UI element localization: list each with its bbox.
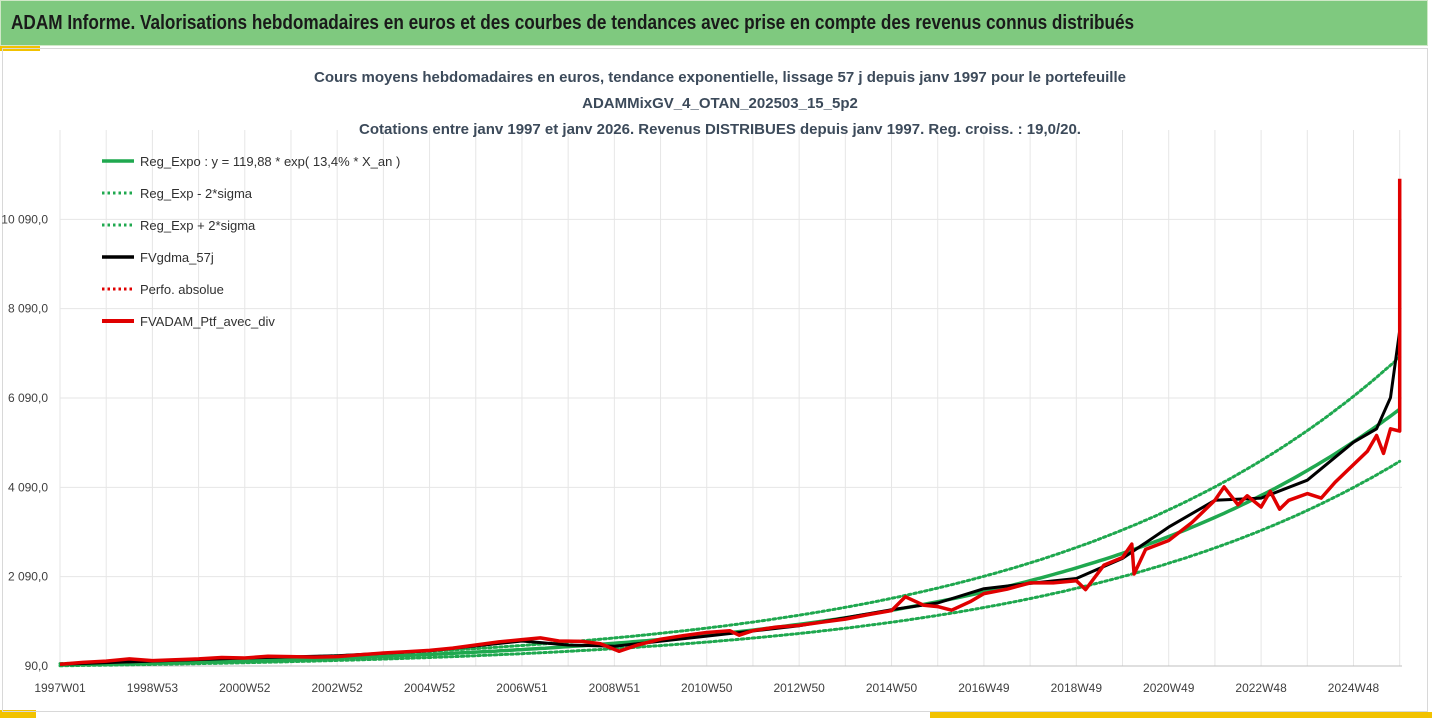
x-tick-label: 2008W51 <box>589 681 641 695</box>
chart-title-line-1: Cours moyens hebdomadaires en euros, ten… <box>314 69 1126 86</box>
x-tick-label: 2000W52 <box>219 681 271 695</box>
grid-layer <box>59 130 1402 667</box>
header-title: ADAM Informe. Valorisations hebdomadaire… <box>11 12 1135 34</box>
x-tick-label: 2024W48 <box>1328 681 1380 695</box>
y-tick-label: 4 090,0 <box>8 480 48 494</box>
series-layer <box>58 178 1402 668</box>
x-tick-label: 2014W50 <box>866 681 918 695</box>
header-bar: ADAM Informe. Valorisations hebdomadaire… <box>0 0 1428 46</box>
legend-label-reg-expo: Reg_Expo : y = 119,88 * exp( 13,4% * X_a… <box>140 154 400 169</box>
series-fvadam-ptf-avec-div <box>59 178 1402 666</box>
chart-frame <box>2 48 1428 712</box>
y-tick-label: 2 090,0 <box>8 570 48 584</box>
x-tick-label: 2020W49 <box>1143 681 1195 695</box>
x-tick-label: 2004W52 <box>404 681 456 695</box>
x-tick-label: 2002W52 <box>311 681 363 695</box>
x-tick-label: 2022W48 <box>1235 681 1287 695</box>
y-tick-label: 8 090,0 <box>8 302 48 316</box>
axis-layer: 90,0 2 090,0 4 090,0 6 090,0 8 090,0 10 090,0… <box>1 212 1402 695</box>
legend: Reg_Expo : y = 119,88 * exp( 13,4% * X_a… <box>102 154 400 329</box>
legend-label-reg-minus: Reg_Exp - 2*sigma <box>140 186 253 201</box>
chart-title-line-3: Cotations entre janv 1997 et janv 2026. … <box>359 121 1081 138</box>
x-tick-label: 2018W49 <box>1051 681 1103 695</box>
legend-label-fvgdma: FVgdma_57j <box>140 250 214 265</box>
accent-corner-bottom-left <box>0 710 36 718</box>
y-tick-label: 10 090,0 <box>1 212 48 226</box>
y-tick-label: 90,0 <box>25 659 49 673</box>
legend-label-perfo: Perfo. absolue <box>140 282 224 297</box>
accent-corner-bottom-right <box>930 712 1432 718</box>
y-tick-label: 6 090,0 <box>8 391 48 405</box>
chart-title-group: Cours moyens hebdomadaires en euros, ten… <box>314 69 1126 138</box>
x-tick-label: 2006W51 <box>496 681 548 695</box>
series-fvgdma-57j <box>59 330 1402 666</box>
x-tick-label: 2016W49 <box>958 681 1010 695</box>
series-reg-minus-2sigma <box>58 459 1402 668</box>
legend-label-fvadam: FVADAM_Ptf_avec_div <box>140 314 275 329</box>
x-tick-label: 1998W53 <box>127 681 179 695</box>
x-tick-label: 1997W01 <box>34 681 86 695</box>
chart-title-line-2: ADAMMixGV_4_OTAN_202503_15_5p2 <box>582 95 858 112</box>
x-tick-label: 2012W50 <box>773 681 825 695</box>
legend-label-reg-plus: Reg_Exp + 2*sigma <box>140 218 256 233</box>
x-tick-label: 2010W50 <box>681 681 733 695</box>
